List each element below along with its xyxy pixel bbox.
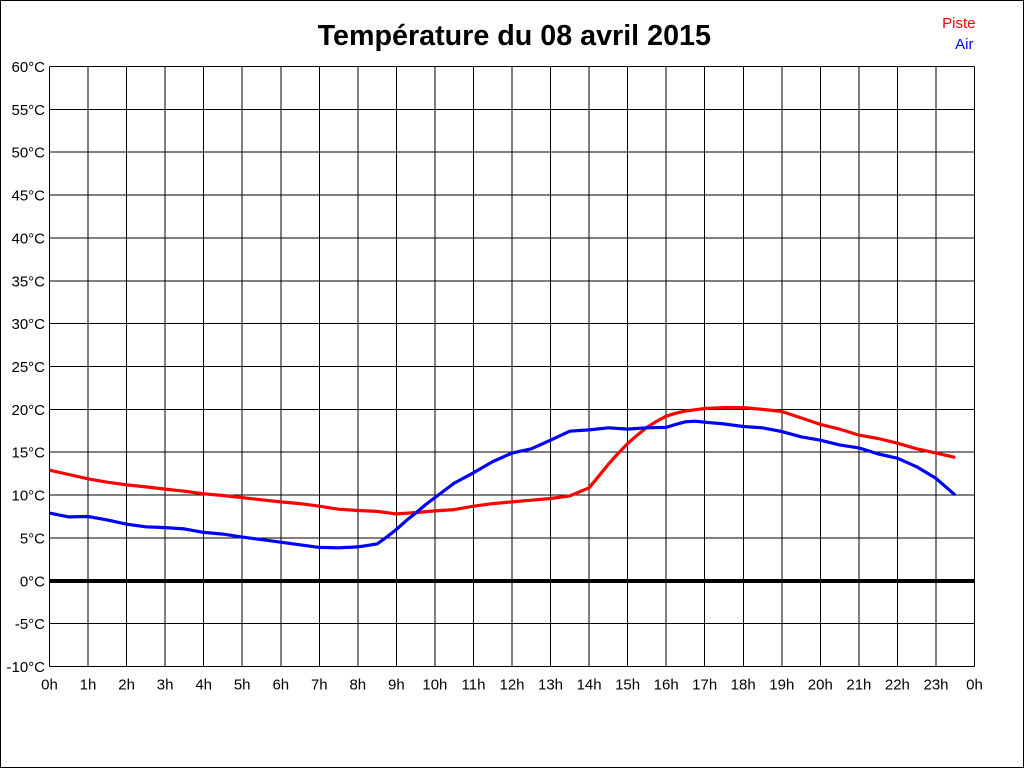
- svg-text:4h: 4h: [195, 677, 212, 694]
- svg-text:20h: 20h: [808, 677, 833, 694]
- svg-text:35°C: 35°C: [11, 273, 45, 290]
- svg-text:3h: 3h: [157, 677, 174, 694]
- svg-text:-10°C: -10°C: [6, 659, 45, 676]
- svg-text:60°C: 60°C: [11, 59, 45, 76]
- svg-text:20°C: 20°C: [11, 402, 45, 419]
- svg-text:50°C: 50°C: [11, 145, 45, 162]
- svg-text:16h: 16h: [654, 677, 679, 694]
- svg-text:2h: 2h: [118, 677, 135, 694]
- svg-text:15°C: 15°C: [11, 445, 45, 462]
- svg-text:18h: 18h: [731, 677, 756, 694]
- svg-text:15h: 15h: [615, 677, 640, 694]
- svg-text:Température du 08 avril 2015: Température du 08 avril 2015: [318, 20, 711, 52]
- svg-text:21h: 21h: [846, 677, 871, 694]
- svg-text:6h: 6h: [272, 677, 289, 694]
- svg-text:0°C: 0°C: [20, 573, 45, 590]
- svg-text:Piste: Piste: [942, 15, 975, 32]
- svg-text:17h: 17h: [692, 677, 717, 694]
- svg-text:5°C: 5°C: [20, 530, 45, 547]
- svg-text:12h: 12h: [499, 677, 524, 694]
- svg-text:23h: 23h: [923, 677, 948, 694]
- svg-text:11h: 11h: [462, 677, 486, 694]
- svg-text:22h: 22h: [885, 677, 910, 694]
- svg-text:14h: 14h: [577, 677, 602, 694]
- svg-text:1h: 1h: [80, 677, 97, 694]
- svg-text:10°C: 10°C: [11, 488, 45, 505]
- svg-text:55°C: 55°C: [11, 102, 45, 119]
- svg-text:45°C: 45°C: [11, 188, 45, 205]
- svg-text:13h: 13h: [538, 677, 563, 694]
- svg-text:9h: 9h: [388, 677, 405, 694]
- svg-text:0h: 0h: [966, 677, 983, 694]
- svg-text:Air: Air: [955, 36, 973, 53]
- svg-text:10h: 10h: [422, 677, 447, 694]
- svg-text:25°C: 25°C: [11, 359, 45, 376]
- svg-text:0h: 0h: [41, 677, 58, 694]
- svg-text:8h: 8h: [349, 677, 366, 694]
- svg-text:40°C: 40°C: [11, 230, 45, 247]
- svg-text:-5°C: -5°C: [15, 616, 45, 633]
- svg-text:30°C: 30°C: [11, 316, 45, 333]
- svg-text:5h: 5h: [234, 677, 251, 694]
- svg-text:7h: 7h: [311, 677, 328, 694]
- svg-text:19h: 19h: [769, 677, 794, 694]
